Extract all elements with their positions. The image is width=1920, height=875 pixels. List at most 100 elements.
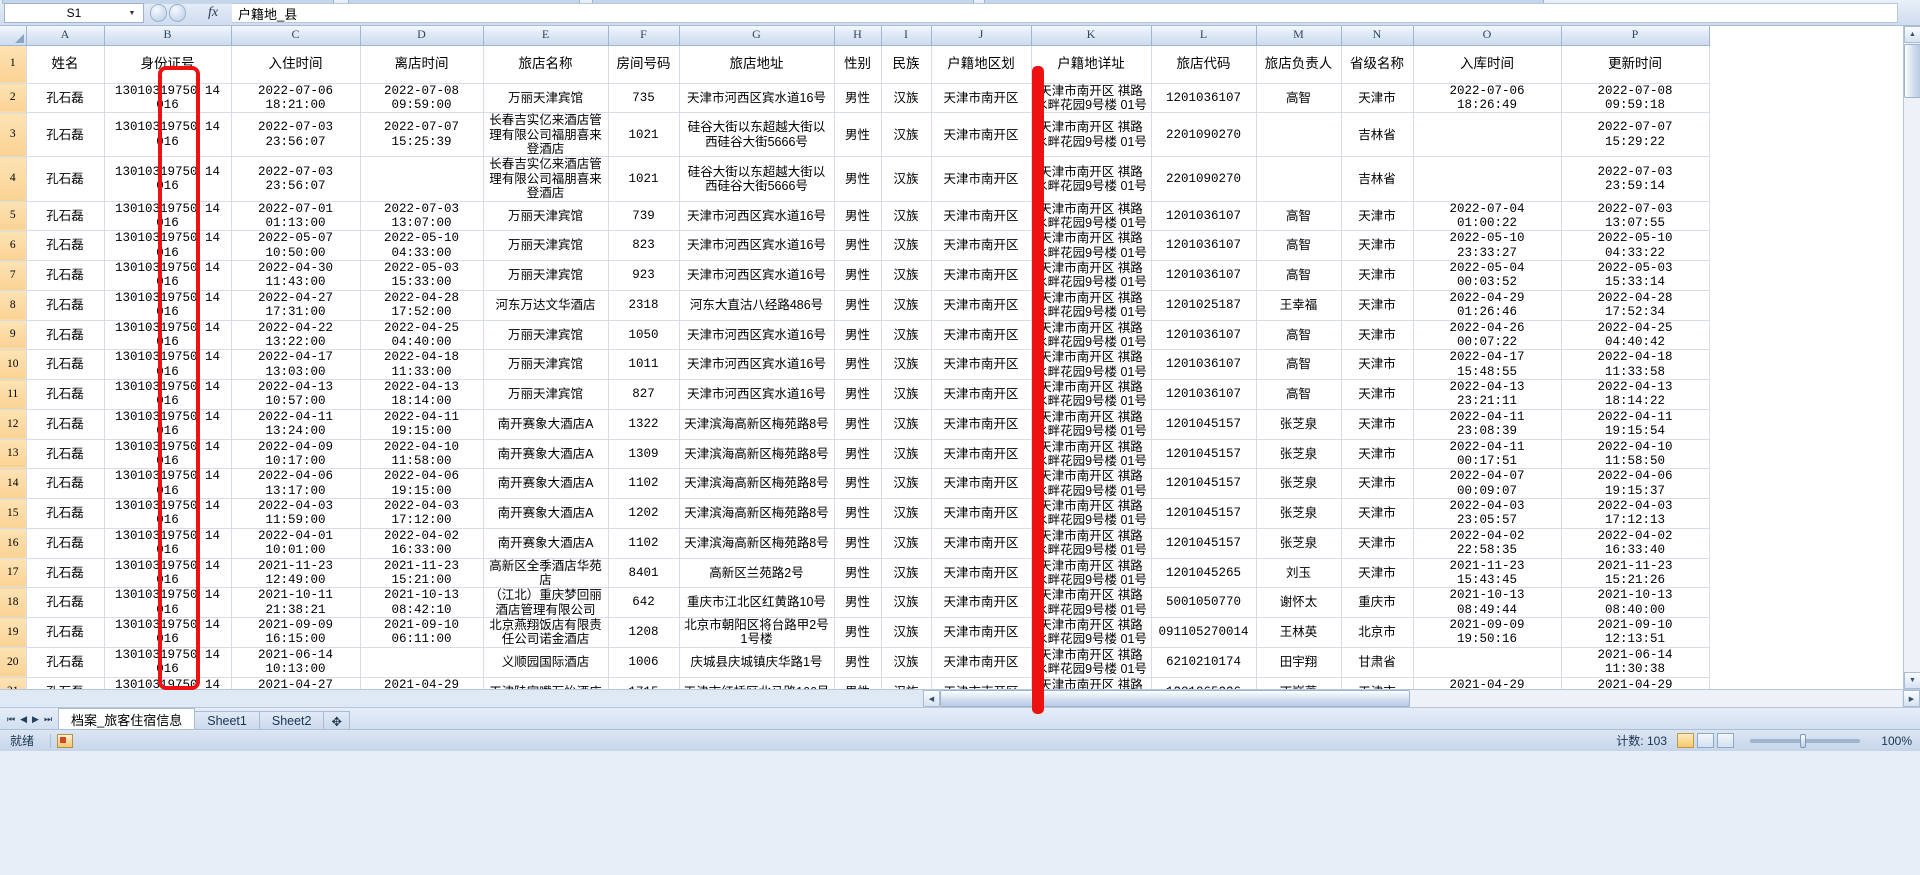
table-cell[interactable]: 天津滨海高新区梅苑路8号 [679, 409, 835, 440]
table-cell[interactable]: 万丽天津宾馆 [483, 201, 609, 232]
table-cell[interactable]: 2022-04-03 11:59:00 [231, 498, 361, 529]
table-cell[interactable]: 天津市红桥区北马路166号 [679, 677, 835, 689]
table-cell[interactable]: 1201036107 [1151, 379, 1257, 410]
table-cell[interactable]: 1201045157 [1151, 409, 1257, 440]
table-cell[interactable]: 2022-04-28 17:52:34 [1561, 290, 1710, 321]
table-cell[interactable]: 2021-04-29 16:57:00 [360, 677, 484, 689]
table-cell[interactable]: 2022-04-03 17:12:13 [1561, 498, 1710, 529]
table-cell[interactable]: 硅谷大街以东超越大街以西硅谷大街5666号 [679, 112, 835, 158]
chevron-down-icon[interactable]: ▼ [128, 9, 136, 17]
table-cell[interactable]: 13010319750 14 016 [104, 201, 232, 232]
sheet-tab-3[interactable]: Sheet2 [258, 711, 325, 730]
field-header-cell[interactable]: 旅店地址 [679, 45, 835, 84]
table-cell[interactable]: 重庆市江北区红黄路10号 [679, 587, 835, 618]
row-header[interactable]: 10 [0, 349, 27, 380]
table-row[interactable]: 15 孔石磊 13010319750 14 016 2022-04-03 11:59:… [0, 498, 1710, 529]
table-cell[interactable]: 天津市南开区 祺路水畔花园9号楼 01号 [1031, 83, 1152, 114]
table-cell[interactable]: 2022-04-13 10:57:00 [231, 379, 361, 410]
table-cell[interactable]: 天津市南开区 [931, 468, 1032, 499]
table-cell[interactable]: 硅谷大街以东超越大街以西硅谷大街5666号 [679, 156, 835, 202]
table-cell[interactable]: 2022-07-03 23:56:07 [231, 112, 361, 158]
table-cell[interactable]: 孔石磊 [26, 379, 105, 410]
table-cell[interactable]: 2022-04-13 18:14:00 [360, 379, 484, 410]
table-cell[interactable]: 天津市 [1341, 379, 1414, 410]
table-cell[interactable]: 孔石磊 [26, 83, 105, 114]
table-cell[interactable]: （江北）重庆梦回丽酒店管理有限公司 [483, 587, 609, 618]
table-cell[interactable]: 万丽天津宾馆 [483, 83, 609, 114]
table-cell[interactable]: 2021-11-23 15:43:45 [1413, 558, 1562, 589]
nav-last-sheet-icon[interactable]: ⏭ [43, 713, 53, 724]
table-cell[interactable]: 天津市 [1341, 349, 1414, 380]
table-cell[interactable]: 男性 [834, 468, 882, 499]
row-header[interactable]: 11 [0, 379, 27, 410]
sheet-tab-2[interactable]: Sheet1 [194, 711, 260, 730]
table-cell[interactable]: 2022-04-13 18:14:22 [1561, 379, 1710, 410]
table-cell[interactable]: 天津市南开区 [931, 156, 1032, 202]
table-cell[interactable]: 重庆市 [1341, 587, 1414, 618]
table-cell[interactable] [360, 647, 484, 678]
table-cell[interactable]: 高智 [1256, 230, 1342, 261]
table-cell[interactable]: 天津市南开区 祺路水畔花园9号楼 01号 [1031, 201, 1152, 232]
table-cell[interactable]: 天津滨海高新区梅苑路8号 [679, 498, 835, 529]
table-cell[interactable]: 5001050770 [1151, 587, 1257, 618]
table-cell[interactable]: 长春吉实亿来酒店管理有限公司福朋喜来登酒店 [483, 112, 609, 158]
column-header-p[interactable]: P [1561, 26, 1710, 46]
table-cell[interactable]: 2022-04-10 11:58:00 [360, 439, 484, 470]
table-cell[interactable]: 2022-04-11 19:15:54 [1561, 409, 1710, 440]
table-cell[interactable]: 汉族 [881, 528, 932, 559]
table-row[interactable]: 9 孔石磊 13010319750 14 016 2022-04-22 13:22:0… [0, 320, 1710, 351]
table-cell[interactable]: 河东大直沽八经路486号 [679, 290, 835, 321]
row-header[interactable]: 20 [0, 647, 27, 678]
table-cell[interactable]: 男性 [834, 558, 882, 589]
table-cell[interactable]: 2022-04-11 19:15:00 [360, 409, 484, 440]
table-cell[interactable]: 天津市南开区 [931, 498, 1032, 529]
table-row[interactable]: 2 孔石磊 13010319750 14 016 2022-07-06 18:21:0… [0, 83, 1710, 114]
table-cell[interactable]: 义顺园国际酒店 [483, 647, 609, 678]
select-all-corner[interactable] [0, 26, 27, 46]
column-header-n[interactable]: N [1341, 26, 1414, 46]
row-header[interactable]: 13 [0, 439, 27, 470]
table-cell[interactable]: 13010319750 14 016 [104, 260, 232, 291]
table-cell[interactable]: 天津市南开区 祺路水畔花园9号楼 01号 [1031, 379, 1152, 410]
table-cell[interactable]: 汉族 [881, 201, 932, 232]
table-cell[interactable]: 827 [608, 379, 680, 410]
table-cell[interactable]: 天津市 [1341, 83, 1414, 114]
zoom-slider[interactable] [1750, 733, 1860, 748]
table-cell[interactable]: 天津市河西区宾水道16号 [679, 83, 835, 114]
table-cell[interactable]: 天津滨海高新区梅苑路8号 [679, 439, 835, 470]
table-cell[interactable]: 天津市河西区宾水道16号 [679, 230, 835, 261]
table-cell[interactable]: 2022-05-10 23:33:27 [1413, 230, 1562, 261]
table-cell[interactable]: 天津市 [1341, 498, 1414, 529]
table-cell[interactable]: 天津市南开区 祺路水畔花园9号楼 01号 [1031, 528, 1152, 559]
table-cell[interactable]: 天津市南开区 [931, 83, 1032, 114]
table-cell[interactable]: 923 [608, 260, 680, 291]
table-cell[interactable]: 2022-04-11 00:17:51 [1413, 439, 1562, 470]
table-cell[interactable]: 刘玉 [1256, 558, 1342, 589]
table-cell[interactable]: 男性 [834, 677, 882, 689]
table-cell[interactable]: 1201036107 [1151, 83, 1257, 114]
table-cell[interactable]: 天津市河西区宾水道16号 [679, 379, 835, 410]
table-cell[interactable]: 孔石磊 [26, 617, 105, 648]
table-cell[interactable]: 男性 [834, 320, 882, 351]
scroll-up-icon[interactable]: ▲ [1904, 26, 1920, 43]
table-cell[interactable]: 天津市南开区 [931, 617, 1032, 648]
table-cell[interactable]: 2022-07-06 18:26:49 [1413, 83, 1562, 114]
table-cell[interactable]: 孔石磊 [26, 498, 105, 529]
nav-prev-sheet-icon[interactable]: ◀ [20, 713, 28, 724]
table-cell[interactable]: 2022-04-07 00:09:07 [1413, 468, 1562, 499]
table-cell[interactable]: 13010319750 14 016 [104, 409, 232, 440]
table-cell[interactable]: 张芝泉 [1256, 409, 1342, 440]
table-cell[interactable]: 13010319750 14 016 [104, 677, 232, 689]
table-cell[interactable]: 男性 [834, 587, 882, 618]
table-cell[interactable]: 孔石磊 [26, 201, 105, 232]
table-cell[interactable]: 2022-07-03 23:56:07 [231, 156, 361, 202]
table-cell[interactable]: 2022-04-02 16:33:40 [1561, 528, 1710, 559]
horizontal-scroll-track[interactable] [940, 690, 1902, 707]
table-cell[interactable]: 823 [608, 230, 680, 261]
table-cell[interactable]: 天津市 [1341, 290, 1414, 321]
table-cell[interactable]: 天津市南开区 祺路水畔花园9号楼 01号 [1031, 498, 1152, 529]
table-cell[interactable]: 汉族 [881, 558, 932, 589]
table-cell[interactable]: 孔石磊 [26, 587, 105, 618]
table-cell[interactable]: 万丽天津宾馆 [483, 230, 609, 261]
insert-function-icon[interactable]: fx [208, 5, 219, 20]
